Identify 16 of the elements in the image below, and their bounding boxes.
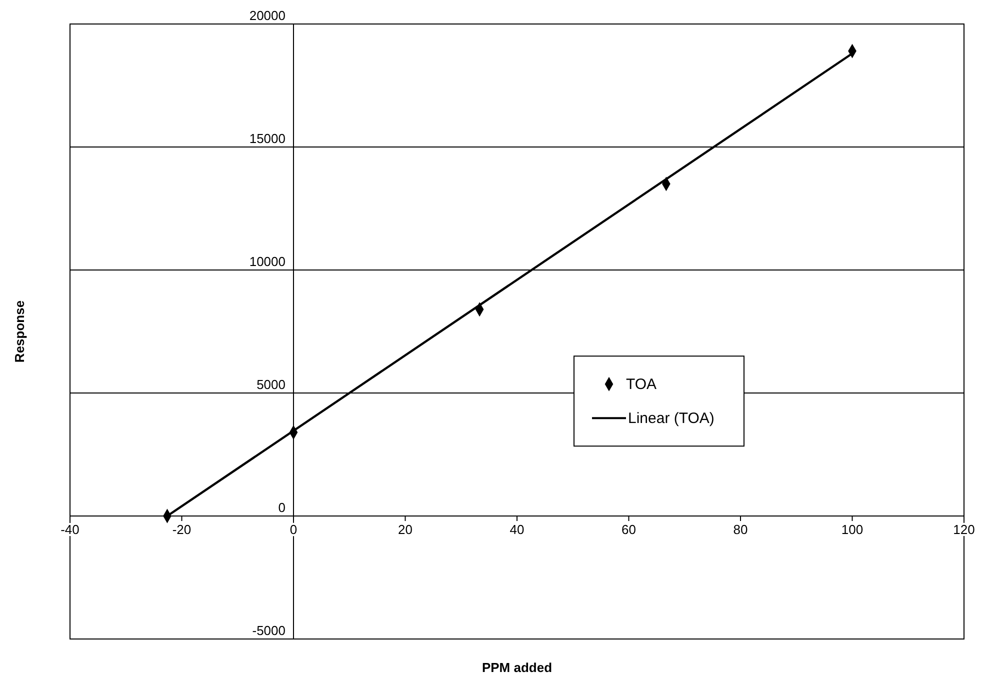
x-tick-label: 100 [841, 522, 864, 537]
y-axis-title: Response [12, 300, 27, 363]
legend-label: TOA [626, 376, 657, 394]
y-tick-label: 10000 [249, 254, 286, 269]
y-tick-label: 15000 [249, 131, 286, 146]
y-tick-label: 5000 [256, 377, 286, 392]
x-axis-title: PPM added [482, 660, 552, 675]
legend-label: Linear (TOA) [628, 410, 714, 428]
x-tick-label: 40 [510, 522, 524, 537]
x-tick-label: 20 [398, 522, 412, 537]
y-tick-label: -5000 [252, 623, 286, 638]
y-tick-label: 20000 [249, 8, 286, 23]
y-tick-label: 0 [278, 500, 286, 515]
x-tick-label: 80 [733, 522, 748, 537]
x-tick-label: -20 [172, 522, 192, 537]
x-tick-label: 60 [622, 522, 636, 537]
